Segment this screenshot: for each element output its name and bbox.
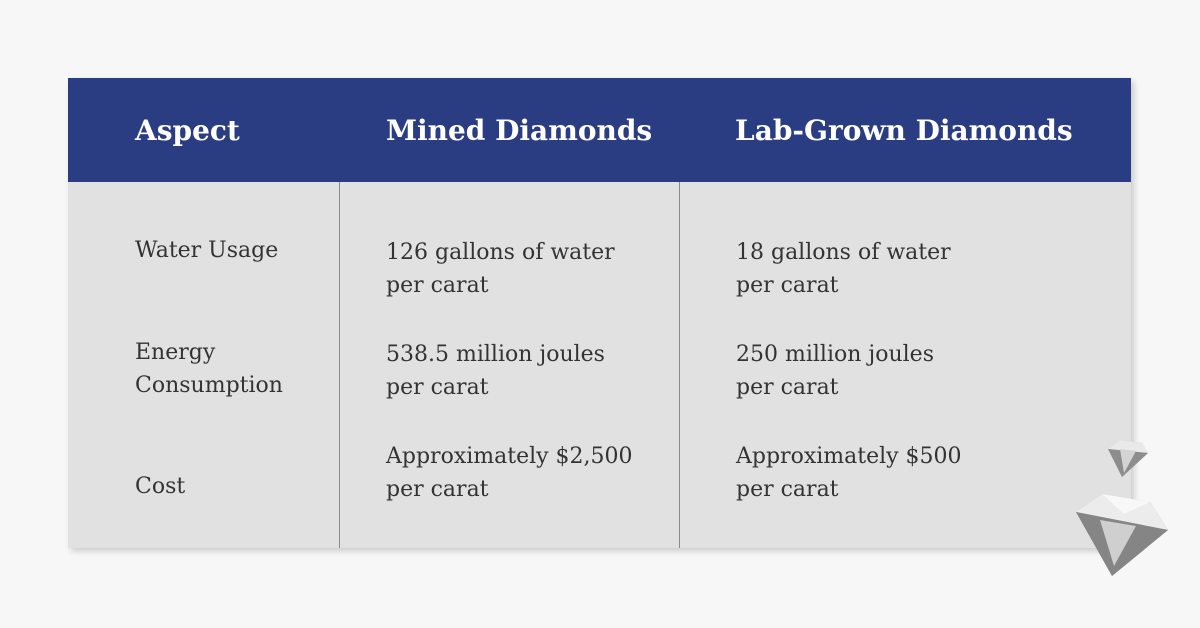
large-diamond-icon — [1076, 494, 1168, 576]
cell-line: per carat — [736, 273, 839, 298]
cell-line: 126 gallons of water — [386, 240, 615, 265]
cell-line: Energy — [135, 340, 216, 365]
cell-line: 538.5 million joules — [386, 342, 605, 367]
comparison-table: Aspect Mined Diamonds Lab-Grown Diamonds… — [68, 78, 1131, 548]
row-energy-aspect: Energy Consumption — [135, 336, 283, 402]
row-cost-mined: Approximately $2,500 per carat — [386, 440, 633, 506]
cell-line: 250 million joules — [736, 342, 934, 367]
header-lab: Lab-Grown Diamonds — [735, 113, 1073, 147]
row-energy-lab: 250 million joules per carat — [736, 338, 934, 404]
small-diamond-icon — [1108, 440, 1148, 477]
cell-line: Approximately $2,500 — [386, 444, 633, 469]
cell-line: per carat — [736, 375, 839, 400]
row-water-mined: 126 gallons of water per carat — [386, 236, 615, 302]
cell-line: per carat — [386, 477, 489, 502]
cell-line: Consumption — [135, 373, 283, 398]
cell-line: 18 gallons of water — [736, 240, 951, 265]
header-aspect: Aspect — [135, 113, 240, 147]
cell-line: Approximately $500 — [736, 444, 962, 469]
header-mined: Mined Diamonds — [386, 113, 653, 147]
row-cost-aspect: Cost — [135, 474, 186, 499]
row-cost-lab: Approximately $500 per carat — [736, 440, 962, 506]
cell-line: per carat — [736, 477, 839, 502]
column-divider — [679, 182, 680, 548]
row-water-aspect: Water Usage — [135, 238, 279, 263]
row-energy-mined: 538.5 million joules per carat — [386, 338, 605, 404]
cell-line: per carat — [386, 375, 489, 400]
table-header: Aspect Mined Diamonds Lab-Grown Diamonds — [68, 78, 1131, 182]
cell-line: per carat — [386, 273, 489, 298]
row-water-lab: 18 gallons of water per carat — [736, 236, 951, 302]
column-divider — [339, 182, 340, 548]
